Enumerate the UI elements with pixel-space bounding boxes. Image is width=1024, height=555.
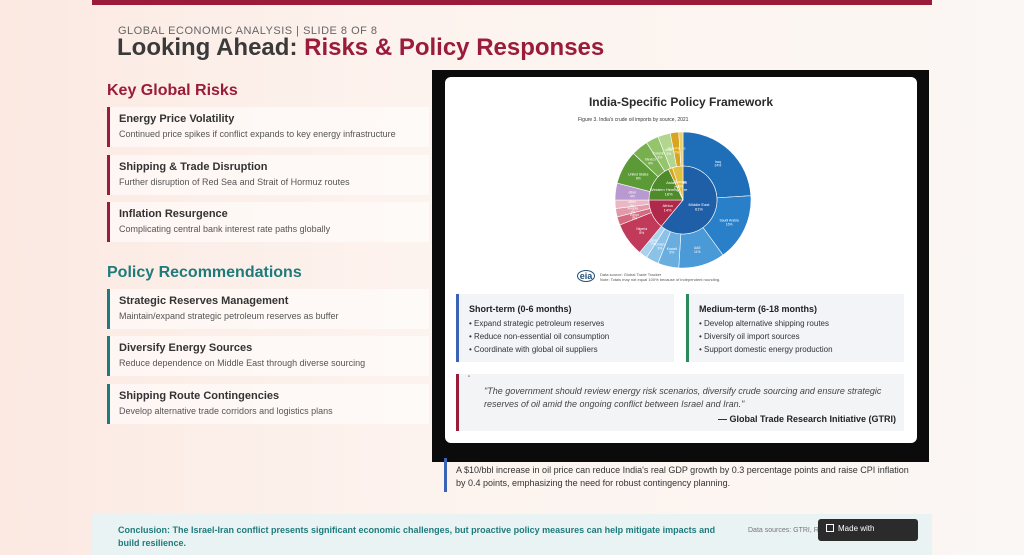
framework-title: India-Specific Policy Framework (588, 95, 774, 109)
top-accent-bar (92, 0, 932, 5)
policy-desc: Reduce dependence on Middle East through… (119, 358, 366, 368)
outer-value-label: 11% (694, 250, 701, 254)
outer-label: Iraq (715, 160, 721, 164)
outer-value-label: 2% (674, 150, 679, 154)
made-with-label: Made with (838, 524, 875, 533)
inner-value-label: 14% (664, 208, 672, 213)
risk-title: Energy Price Volatility (119, 113, 235, 125)
risk-desc: Further disruption of Red Sea and Strait… (119, 177, 350, 187)
data-sources: Data sources: GTRI, Reuters, E Y India (748, 527, 871, 534)
policy-title: Strategic Reserves Management (119, 295, 289, 307)
outer-value-label: 5% (669, 251, 674, 255)
made-with-badge[interactable]: Made with (818, 519, 918, 541)
risk-title: Inflation Resurgence (119, 208, 228, 220)
inner-label: Africa (663, 203, 674, 208)
gdp-impact-note: A $10/bbl increase in oil price can redu… (444, 458, 914, 492)
quote-box (456, 374, 904, 431)
medium-term-box: Medium-term (6-18 months) • Develop alte… (686, 294, 904, 362)
inner-slice (672, 165, 684, 201)
policy-card-reserves: Strategic Reserves Management Maintain/e… (107, 289, 429, 329)
short-term-item: • Reduce non-essential oil consumption (469, 332, 610, 341)
outer-value-label: 4% (630, 195, 635, 199)
page-title: Looking Ahead: Risks & Policy Responses (117, 34, 604, 62)
policy-desc: Develop alternative trade corridors and … (119, 406, 333, 416)
outer-label: Mexico (645, 158, 656, 162)
risks-heading: Key Global Risks (107, 82, 238, 99)
outer-label: Egypt (630, 213, 639, 217)
risk-card-energy: Energy Price Volatility Continued price … (107, 107, 429, 147)
inner-value-label: 61% (695, 206, 703, 211)
outer-value-label: 4% (648, 162, 653, 166)
quote-author: — Global Trade Research Initiative (GTRI… (717, 414, 896, 424)
figure-caption: Figure 3. India's crude oil imports by s… (578, 117, 689, 123)
outer-label: Oman (655, 242, 664, 246)
outer-value-label: 24% (715, 164, 722, 168)
policy-card-shipping: Shipping Route Contingencies Develop alt… (107, 384, 429, 424)
outer-label: Nigeria (636, 227, 647, 231)
medium-term-heading: Medium-term (6-18 months) (699, 304, 818, 314)
risk-desc: Complicating central bank interest rate … (119, 224, 331, 234)
outer-value-label: 2% (630, 204, 635, 208)
outer-label: other (665, 148, 674, 152)
outer-value-label: 2% (630, 210, 635, 214)
inner-label: Western Hemisphere (650, 187, 688, 192)
risk-card-shipping: Shipping & Trade Disruption Further disr… (107, 155, 429, 195)
conclusion-text: Conclusion: The Israel-Iran conflict pre… (118, 525, 716, 548)
policy-card-diversify: Diversify Energy Sources Reduce dependen… (107, 336, 429, 376)
risk-card-inflation: Inflation Resurgence Complicating centra… (107, 202, 429, 242)
outer-label: UAE (694, 246, 702, 250)
chart-source-line: Data source: Global Trade Tracker (600, 272, 662, 277)
outer-label: United States (628, 172, 649, 176)
inner-slice (660, 165, 718, 235)
chart-note-line: Note: Totals may not equal 100% because … (600, 277, 721, 282)
eia-logo: eia (577, 270, 595, 282)
outer-label: other (628, 200, 637, 204)
outer-label: other (629, 191, 638, 195)
chart-source: Data source: Global Trade Tracker Note: … (600, 272, 720, 282)
title-main: Looking Ahead: (117, 34, 305, 61)
outer-label: Angola (628, 207, 639, 211)
title-accent: Risks & Policy Responses (304, 34, 605, 61)
outer-value-label: 3% (657, 246, 662, 250)
risk-desc: Continued price spikes if conflict expan… (119, 129, 396, 139)
outer-value-label: 8% (639, 231, 644, 235)
policy-title: Diversify Energy Sources (119, 342, 253, 354)
inner-label: Middle East (689, 202, 711, 207)
outer-value-label: 3% (657, 155, 662, 159)
quote-mark-icon: " (468, 376, 471, 382)
slide-label: GLOBAL ECONOMIC ANALYSIS | SLIDE 8 OF 8 (118, 25, 378, 37)
medium-term-item: • Develop alternative shipping routes (699, 319, 829, 328)
short-term-item: • Expand strategic petroleum reserves (469, 319, 605, 328)
outer-label: Colombia (653, 152, 667, 156)
inner-value-label: 18% (665, 191, 673, 196)
inner-label: Asia-Pacific (666, 180, 687, 185)
quote-text: "The government should review energy ris… (484, 386, 882, 409)
outer-label: Qatar (649, 238, 658, 242)
outer-value-label: 2% (651, 242, 656, 246)
outer-label: Saudi Arabia (720, 219, 739, 223)
inner-value-label: 5% (677, 184, 683, 189)
policy-title: Shipping Route Contingencies (119, 390, 280, 402)
medium-term-item: • Support domestic energy production (699, 345, 833, 354)
medium-term-item: • Diversify oil import sources (699, 332, 800, 341)
risk-title: Shipping & Trade Disruption (119, 161, 268, 173)
outer-label: Asia-Pacific (668, 146, 686, 150)
outer-label: Kuwait (667, 247, 677, 251)
footer (92, 514, 932, 555)
policy-heading: Policy Recommendations (107, 264, 302, 281)
inner-label: Europe (674, 179, 688, 184)
logo-icon (826, 524, 834, 532)
short-term-heading: Short-term (0-6 months) (469, 304, 572, 314)
outer-value-label: 2% (632, 217, 637, 221)
outer-value-label: 3% (666, 152, 671, 156)
short-term-item: • Coordinate with global oil suppliers (469, 345, 598, 354)
short-term-box: Short-term (0-6 months) • Expand strateg… (456, 294, 674, 362)
outer-value-label: 16% (726, 223, 733, 227)
policy-desc: Maintain/expand strategic petroleum rese… (119, 311, 339, 321)
inner-value-label: 2% (674, 185, 680, 190)
outer-value-label: 8% (636, 176, 641, 180)
